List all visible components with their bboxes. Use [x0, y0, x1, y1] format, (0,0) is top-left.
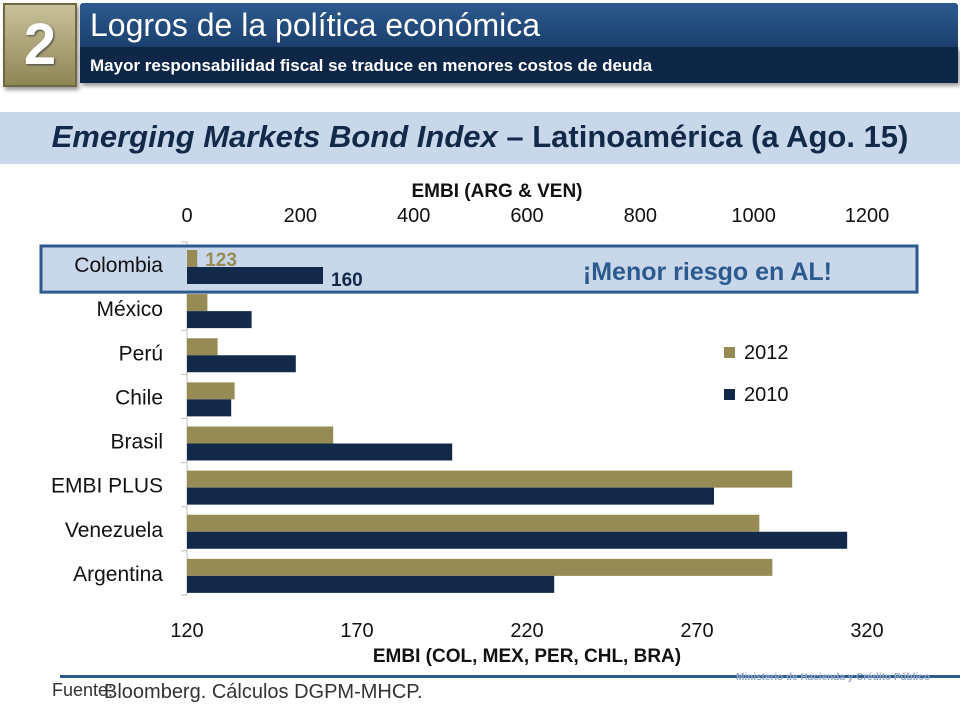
- chart-heading: Emerging Markets Bond Index – Latinoamér…: [0, 119, 960, 155]
- bottom-tick-label: 170: [340, 620, 373, 642]
- top-tick-label: 1200: [845, 205, 890, 227]
- risk-callout: ¡Menor riesgo en AL!: [583, 258, 832, 286]
- legend-label: 2012: [744, 342, 789, 364]
- source-label: Fuente:: [52, 680, 114, 700]
- top-tick-label: 0: [181, 205, 192, 227]
- legend-label: 2010: [744, 384, 789, 406]
- bottom-tick-label: 220: [510, 620, 543, 642]
- category-label: EMBI PLUS: [51, 475, 163, 498]
- bar-2012-colombia: [187, 250, 198, 267]
- top-tick-label: 200: [284, 205, 317, 227]
- bar-2010-méxico: [187, 311, 252, 329]
- slide-number: 2: [23, 12, 57, 77]
- bar-2012-brasil: [187, 426, 334, 444]
- top-tick-label: 600: [510, 205, 543, 227]
- top-tick-label: 800: [624, 205, 657, 227]
- top-tick-label: 400: [397, 205, 430, 227]
- legend-swatch-2012: [724, 347, 735, 358]
- bar-2012-venezuela: [187, 514, 760, 532]
- bottom-tick-label: 120: [170, 620, 203, 642]
- bar-2010-venezuela: [187, 531, 848, 549]
- category-label: Venezuela: [65, 519, 163, 542]
- category-label: México: [96, 298, 163, 321]
- ministry-name: Ministerio de Hacienda y Crédito Público: [736, 672, 930, 683]
- bottom-axis-title: EMBI (COL, MEX, PER, CHL, BRA): [373, 646, 681, 667]
- slide-subtitle: Mayor responsabilidad fiscal se traduce …: [90, 56, 653, 75]
- top-axis-title: EMBI (ARG & VEN): [412, 181, 583, 202]
- slide-header: 2 Logros de la política económica Mayor …: [0, 0, 960, 92]
- bar-2012-embi-plus: [187, 470, 793, 488]
- data-label: 160: [331, 270, 363, 291]
- legend-swatch-2010: [724, 389, 735, 400]
- bar-2012-méxico: [187, 294, 208, 312]
- chart-heading-rest: – Latinoamérica (a Ago. 15): [497, 119, 909, 154]
- bar-2010-argentina: [187, 575, 555, 593]
- bar-2010-brasil: [187, 443, 453, 461]
- bar-2012-perú: [187, 338, 218, 356]
- category-label: Perú: [119, 342, 163, 365]
- bar-2010-colombia: [187, 267, 323, 284]
- bar-2012-chile: [187, 382, 235, 400]
- category-label: Colombia: [74, 254, 163, 277]
- category-label: Argentina: [73, 563, 163, 586]
- subtitle-band: Mayor responsabilidad fiscal se traduce …: [80, 47, 958, 83]
- bar-2010-perú: [187, 355, 296, 373]
- bar-2010-chile: [187, 399, 232, 417]
- slide-title: Logros de la política económica: [90, 7, 541, 43]
- top-tick-label: 1000: [731, 205, 776, 227]
- bar-2010-embi-plus: [187, 487, 714, 505]
- slide-number-badge: 2: [3, 3, 77, 87]
- bar-2012-argentina: [187, 558, 773, 576]
- title-band: Logros de la política económica: [80, 3, 958, 47]
- category-label: Brasil: [110, 431, 163, 454]
- bottom-tick-label: 270: [680, 620, 713, 642]
- chart-heading-italic: Emerging Markets Bond Index: [51, 119, 498, 154]
- bottom-tick-label: 320: [850, 620, 883, 642]
- chart-heading-band: Emerging Markets Bond Index – Latinoamér…: [0, 112, 960, 164]
- footer-line: [60, 675, 960, 678]
- data-label: 123: [205, 250, 237, 271]
- category-label: Chile: [115, 386, 163, 409]
- source-text: Bloomberg. Cálculos DGPM-MHCP.: [104, 681, 423, 703]
